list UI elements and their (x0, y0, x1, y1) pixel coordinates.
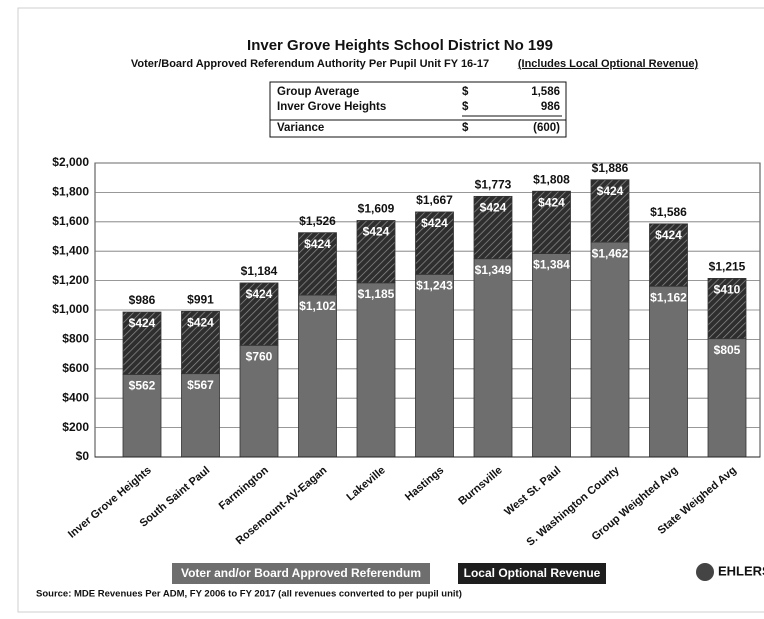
bar-segment (473, 195, 513, 260)
bar-segment (415, 273, 454, 458)
total-label: $986 (129, 293, 156, 307)
value-label: $424 (304, 237, 331, 251)
y-tick-label: $1,000 (52, 302, 89, 316)
value-label: $424 (421, 216, 448, 230)
total-label: $1,184 (241, 264, 278, 278)
legend-label: Voter and/or Board Approved Referendum (181, 566, 421, 580)
total-label: $1,215 (709, 260, 746, 274)
total-label: $1,773 (475, 178, 512, 192)
bar-segment (649, 285, 688, 458)
value-label: $424 (187, 315, 214, 329)
chart-title: Inver Grove Heights School District No 1… (247, 37, 553, 54)
y-tick-label: $1,400 (52, 243, 89, 257)
total-label: $1,667 (416, 193, 453, 207)
value-label: $424 (597, 184, 624, 198)
summary-cell: Group Average (277, 86, 359, 98)
bar-segment (532, 190, 571, 254)
value-label: $805 (714, 343, 741, 357)
total-label: $1,526 (299, 214, 336, 228)
legend-swatch (172, 563, 430, 584)
value-label: $1,243 (416, 278, 453, 292)
legend-swatch (458, 563, 606, 584)
bar-segment (356, 282, 396, 458)
chart-subtitle: Voter/Board Approved Referendum Authorit… (131, 58, 489, 70)
bar-segment (298, 294, 337, 458)
bar-segment (590, 241, 630, 458)
chart-subtitle-note: (Includes Local Optional Revenue) (518, 58, 699, 70)
value-label: $424 (538, 195, 565, 209)
value-label: $1,462 (592, 246, 629, 260)
y-tick-label: $1,800 (52, 185, 89, 199)
value-label: $424 (129, 316, 156, 330)
y-tick-label: $2,000 (52, 155, 89, 169)
bar-segment (532, 253, 571, 458)
value-label: $1,162 (650, 290, 687, 304)
value-label: $424 (480, 201, 507, 215)
total-label: $1,886 (592, 161, 629, 175)
summary-cell: $ (462, 122, 469, 134)
value-label: $562 (129, 379, 156, 393)
summary-box (269, 81, 567, 138)
legend-label: Local Optional Revenue (464, 566, 601, 580)
y-tick-label: $600 (62, 361, 89, 375)
y-tick-label: $400 (62, 390, 89, 404)
bar-segment (590, 179, 630, 243)
summary-cell: $ (462, 101, 469, 113)
bar-segment (707, 338, 747, 458)
summary-cell: 986 (541, 101, 560, 113)
bar-segment (122, 311, 162, 375)
logo-icon (696, 563, 714, 581)
summary-cell: Variance (277, 122, 324, 134)
total-label: $1,808 (533, 172, 570, 186)
value-label: $424 (363, 225, 390, 239)
value-label: $1,384 (533, 258, 570, 272)
value-label: $424 (655, 228, 682, 242)
y-tick-label: $200 (62, 420, 89, 434)
value-label: $1,185 (358, 287, 395, 301)
y-tick-label: $1,600 (52, 214, 89, 228)
value-label: $424 (246, 287, 273, 301)
value-label: $567 (187, 378, 214, 392)
y-tick-label: $800 (62, 332, 89, 346)
total-label: $991 (187, 292, 214, 306)
y-tick-label: $0 (76, 449, 90, 463)
summary-cell: (600) (533, 122, 560, 134)
summary-cell: 1,586 (531, 86, 560, 98)
bar-segment (239, 344, 279, 458)
source: Source: MDE Revenues Per ADM, FY 2006 to… (36, 589, 462, 600)
bar-segment (181, 373, 220, 458)
bar-segment (239, 282, 279, 346)
value-label: $1,349 (475, 263, 512, 277)
bar-segment (356, 220, 396, 284)
bar-segment (473, 258, 513, 458)
bar-segment (415, 211, 454, 275)
summary-cell: $ (462, 86, 469, 98)
total-label: $1,609 (358, 202, 395, 216)
summary-cell: Inver Grove Heights (277, 101, 386, 113)
bar-segment (298, 232, 337, 296)
y-tick-label: $1,200 (52, 273, 89, 287)
bar-segment (181, 310, 220, 375)
bar-segment (649, 223, 688, 287)
value-label: $760 (246, 349, 273, 363)
value-label: $1,102 (299, 299, 336, 313)
bar-segment (707, 277, 747, 340)
total-label: $1,586 (650, 205, 687, 219)
value-label: $410 (714, 283, 741, 297)
